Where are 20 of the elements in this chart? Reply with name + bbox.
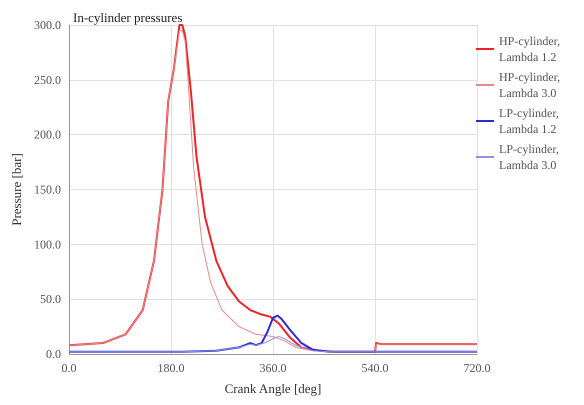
x-tick-label: 0.0 (62, 361, 76, 375)
y-axis-title: Pressure [bar] (9, 153, 24, 226)
legend-label: HP-cylinder, Lambda 1.2 (499, 34, 564, 64)
x-axis-title: Crank Angle [deg] (224, 381, 322, 396)
x-tick-label: 540.0 (362, 361, 388, 375)
legend-label: LP-cylinder, Lambda 3.0 (499, 142, 562, 172)
legend-label: HP-cylinder, Lambda 3.0 (499, 70, 564, 100)
x-tick-label: 720.0 (464, 361, 490, 375)
y-tick-label: 0.0 (46, 347, 61, 361)
chart-title: In-cylinder pressures (73, 10, 182, 25)
y-tick-label: 250.0 (34, 72, 61, 87)
y-tick-label: 200.0 (34, 128, 61, 142)
y-tick-label: 50.0 (40, 292, 61, 306)
line-series (68, 336, 478, 352)
y-tick-label: 150.0 (34, 182, 61, 196)
x-tick-label: 180.0 (158, 361, 184, 375)
y-tick-label: 100.0 (34, 237, 61, 252)
legend-label: LP-cylinder, Lambda 1.2 (499, 106, 562, 136)
y-tick-label: 300.0 (34, 18, 61, 32)
x-tick-label: 360.0 (260, 361, 286, 375)
